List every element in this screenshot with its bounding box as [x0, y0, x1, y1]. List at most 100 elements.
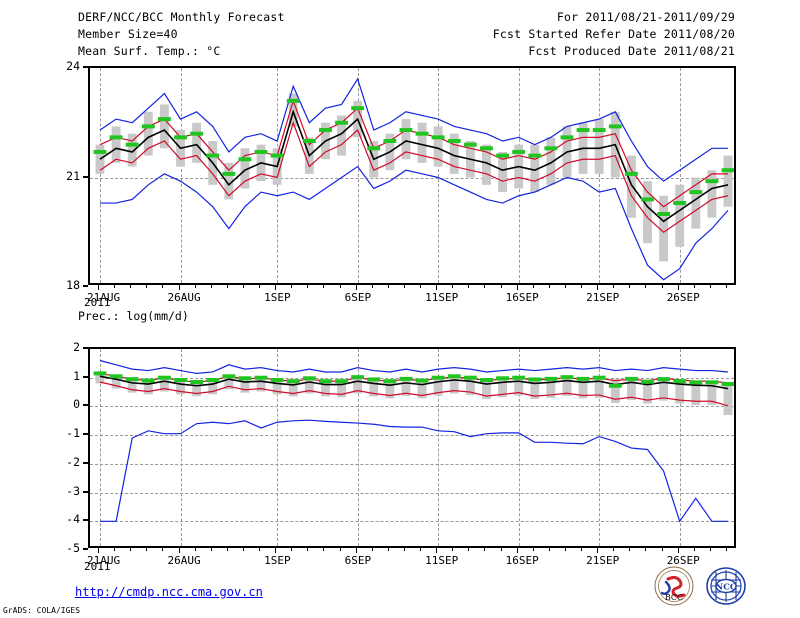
ensemble-spread-bar — [626, 377, 636, 401]
x-axis-minor-tick — [291, 285, 293, 288]
y-axis-tick-label: 21 — [66, 168, 80, 183]
ensemble-spread-bar — [530, 378, 540, 399]
ensemble-spread-bar — [111, 126, 121, 163]
x-axis-minor-tick — [420, 285, 422, 288]
x-axis-minor-tick — [484, 285, 486, 288]
y-axis-tick — [83, 548, 88, 550]
x-axis-tick-label: 6SEP — [344, 291, 372, 304]
ensemble-spread-bar — [675, 184, 685, 247]
ensemble-spread-bar — [433, 377, 443, 396]
x-axis-minor-tick — [371, 548, 373, 551]
ensemble-spread-bar — [417, 122, 427, 163]
x-axis-tick — [597, 285, 599, 290]
ensemble-spread-bar — [465, 377, 475, 395]
ensemble-spread-bar — [723, 382, 733, 416]
y-axis-tick — [83, 433, 88, 436]
series-ensemble-mean — [99, 109, 729, 223]
x-axis-minor-tick — [613, 548, 615, 551]
x-axis-minor-tick — [387, 285, 389, 288]
ensemble-spread-bar — [401, 119, 411, 160]
ensemble-spread-bar — [610, 379, 620, 403]
series-ensemble-minimum — [100, 419, 728, 523]
series-75th-percentile — [99, 372, 729, 384]
y-axis-tick — [83, 347, 88, 349]
x-axis-minor-tick — [130, 285, 132, 288]
ensemble-spread-bar — [176, 379, 185, 395]
x-axis-minor-tick — [645, 285, 647, 288]
svg-text:NCC: NCC — [715, 583, 737, 593]
ensemble-spread-bar — [707, 170, 717, 218]
ensemble-spread-bar — [127, 133, 137, 167]
x-axis-minor-tick — [709, 548, 711, 551]
svg-text:BCC: BCC — [665, 593, 683, 602]
x-axis-minor-tick — [130, 548, 132, 551]
x-axis-minor-tick — [146, 548, 148, 551]
x-axis-minor-tick — [709, 285, 711, 288]
x-axis-tick — [677, 548, 679, 553]
precipitation-panel-title: Prec.: log(mm/d) — [78, 309, 189, 323]
ensemble-spread-bar — [530, 144, 540, 193]
x-axis-tick — [178, 548, 180, 553]
x-axis-minor-tick — [339, 285, 341, 288]
x-axis-minor-tick — [661, 285, 663, 288]
x-axis-minor-tick — [259, 285, 261, 288]
x-axis-tick — [436, 285, 438, 290]
ensemble-spread-bar — [659, 195, 669, 262]
ensemble-spread-bar — [353, 376, 363, 394]
logo-group: BCC NCC — [652, 566, 752, 608]
ensemble-spread-bar — [159, 104, 169, 149]
x-axis-tick — [597, 548, 599, 553]
x-axis-minor-tick — [114, 548, 116, 551]
x-axis-tick — [516, 285, 518, 290]
x-axis-minor-tick — [548, 285, 550, 288]
ensemble-spread-bar — [449, 133, 459, 174]
y-axis-tick-label: 24 — [66, 59, 80, 73]
x-axis-tick — [355, 285, 357, 290]
x-axis-minor-tick — [726, 548, 727, 551]
series-ensemble-maximum — [99, 77, 728, 182]
x-axis-tick-label: 6SEP — [344, 554, 372, 567]
y-axis-tick-label: -5 — [66, 541, 80, 555]
grads-credit-text: GrADS: COLA/IGES — [3, 606, 81, 615]
x-axis-minor-tick — [661, 548, 663, 551]
x-axis-minor-tick — [307, 548, 309, 551]
x-axis-minor-tick — [387, 548, 389, 551]
forecast-period-text: For 2011/08/21-2011/09/29 — [556, 10, 735, 24]
ensemble-spread-bar — [143, 379, 153, 395]
x-axis-tick — [516, 548, 518, 553]
temperature-plot-area — [88, 66, 736, 285]
x-axis-tick — [98, 285, 99, 290]
x-axis-minor-tick — [629, 548, 631, 551]
ensemble-spread-bar — [192, 122, 202, 163]
x-axis-minor-tick — [693, 548, 695, 551]
cmdp-url-link[interactable]: http://cmdp.ncc.cma.gov.cn — [75, 585, 263, 599]
x-axis-minor-tick — [726, 285, 727, 288]
x-axis-minor-tick — [420, 548, 422, 551]
x-axis-minor-tick — [242, 548, 244, 551]
ensemble-spread-bar — [546, 137, 556, 185]
ensemble-spread-bar — [498, 151, 507, 193]
x-axis-tick-label: 21SEP — [586, 291, 620, 304]
ensemble-spread-bar — [482, 379, 491, 399]
x-axis-minor-tick — [242, 285, 244, 288]
x-axis-minor-tick — [146, 285, 148, 288]
ensemble-spread-bar — [498, 377, 507, 398]
x-axis-tick-label: 26AUG — [167, 291, 201, 304]
series-ensemble-maximum — [99, 359, 729, 375]
y-axis-tick — [83, 490, 88, 493]
x-axis-tick-label: 11SEP — [425, 291, 459, 304]
ensemble-spread-bar — [449, 375, 459, 394]
x-axis-minor-tick — [532, 285, 534, 288]
ensemble-spread-bar — [417, 379, 427, 399]
series-ensemble-mean — [99, 375, 729, 390]
x-axis-minor-tick — [339, 548, 341, 551]
ensemble-spread-bar — [433, 126, 443, 167]
x-axis-minor-tick — [403, 548, 405, 551]
ensemble-spread-bar — [723, 155, 733, 207]
x-axis-tick-label: 16SEP — [505, 554, 539, 567]
title-text: DERF/NCC/BCC Monthly Forecast — [78, 10, 285, 24]
ensemble-spread-bar — [143, 111, 153, 156]
ensemble-spread-bar — [546, 377, 556, 398]
ensemble-spread-bar — [159, 376, 169, 392]
ensemble-spread-bar — [111, 374, 121, 389]
